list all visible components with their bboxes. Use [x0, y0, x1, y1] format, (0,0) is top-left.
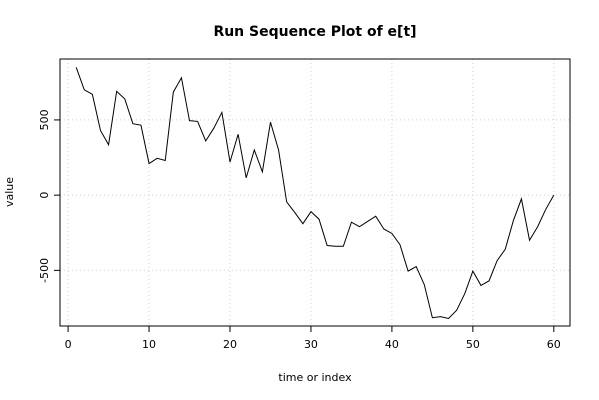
x-tick-label: 60 [547, 338, 561, 351]
x-axis: 0 10 20 30 40 50 60 [65, 325, 561, 351]
plot-frame [59, 58, 571, 327]
y-axis: -500 0 500 [38, 109, 61, 283]
y-tick-label: 500 [38, 109, 51, 130]
x-tick-label: 50 [466, 338, 480, 351]
chart-title: Run Sequence Plot of e[t] [213, 24, 416, 40]
y-tick-label: -500 [38, 258, 51, 283]
x-tick-label: 40 [385, 338, 399, 351]
x-tick-label: 0 [65, 338, 72, 351]
x-tick-label: 20 [223, 338, 237, 351]
y-axis-label: value [3, 177, 16, 207]
x-tick-label: 30 [304, 338, 318, 351]
x-axis-label: time or index [278, 371, 352, 384]
series-line [75, 67, 555, 320]
grid [60, 59, 570, 326]
y-tick-label: 0 [38, 192, 51, 199]
x-tick-label: 10 [142, 338, 156, 351]
